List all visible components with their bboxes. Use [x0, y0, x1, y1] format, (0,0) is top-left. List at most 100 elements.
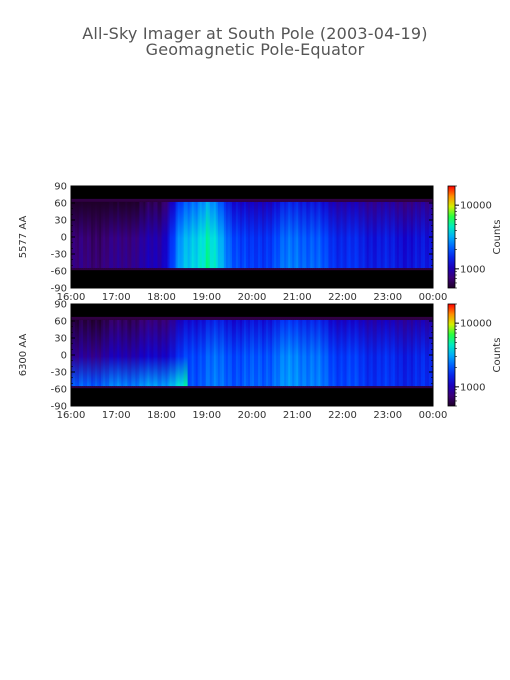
- heatmap-column: [199, 201, 203, 269]
- colorbar-tick-label: 10000: [460, 319, 492, 330]
- x-tick-label: 18:00: [147, 292, 176, 303]
- y-tick-label: 30: [54, 334, 67, 345]
- chart-title-block: All-Sky Imager at South Pole (2003-04-19…: [0, 26, 510, 58]
- heatmap-column: [101, 201, 104, 269]
- heatmap-column: [225, 201, 229, 269]
- heatmap-column: [352, 201, 356, 269]
- heatmap-column: [380, 319, 384, 387]
- heatmap-column: [274, 319, 277, 387]
- heatmap-column: [161, 201, 165, 269]
- heatmap-column: [286, 201, 289, 269]
- colorbar-tick-label: 1000: [460, 264, 485, 275]
- heatmap-column: [296, 319, 299, 387]
- heatmap-column: [79, 319, 82, 387]
- heatmap-column: [209, 201, 213, 269]
- heatmap-column: [388, 201, 392, 269]
- heatmap-column: [406, 201, 410, 269]
- heatmap-column: [73, 319, 76, 387]
- y-tick-label: 60: [54, 199, 67, 210]
- heatmap-column: [121, 201, 124, 269]
- heatmap-column: [328, 319, 332, 387]
- heatmap-column: [340, 319, 344, 387]
- heatmap-column: [189, 319, 193, 387]
- heatmap-column: [71, 319, 74, 387]
- heatmap-column: [137, 319, 140, 387]
- heatmap-column: [215, 201, 219, 269]
- heatmap-column: [121, 319, 124, 387]
- heatmap-column: [109, 319, 112, 387]
- heatmap-column: [350, 201, 354, 269]
- heatmap-column: [354, 201, 358, 269]
- heatmap-column: [356, 319, 360, 387]
- heatmap-column: [386, 201, 390, 269]
- heatmap-column: [203, 319, 207, 387]
- heatmap-column: [344, 201, 348, 269]
- heatmap-column: [426, 201, 430, 269]
- heatmap-column: [93, 319, 96, 387]
- heatmap-column: [231, 201, 235, 269]
- band-top-fringe: [71, 198, 433, 202]
- heatmap-column: [97, 201, 100, 269]
- heatmap-column: [81, 319, 84, 387]
- heatmap-column: [336, 201, 340, 269]
- heatmap-column: [302, 201, 305, 269]
- x-tick-label: 23:00: [373, 410, 402, 421]
- heatmap-column: [103, 201, 106, 269]
- heatmap-column: [270, 319, 273, 387]
- heatmap-column: [135, 201, 138, 269]
- heatmap-column: [320, 201, 323, 269]
- heatmap-column: [77, 201, 80, 269]
- heatmap-column: [79, 201, 82, 269]
- heatmap-column: [189, 201, 193, 269]
- heatmap-column: [151, 319, 155, 387]
- heatmap-column: [324, 319, 328, 387]
- y-tick-label: -90: [51, 402, 67, 413]
- heatmap-column: [424, 201, 428, 269]
- heatmap-column: [145, 201, 149, 269]
- heatmap-column: [272, 319, 275, 387]
- heatmap-column: [284, 201, 287, 269]
- heatmap-column: [284, 319, 287, 387]
- heatmap-column: [346, 201, 350, 269]
- heatmap-column: [394, 319, 398, 387]
- heatmap-column: [388, 319, 392, 387]
- heatmap-column: [199, 319, 203, 387]
- heatmap-column: [183, 319, 187, 387]
- heatmap-column: [370, 201, 374, 269]
- heatmap-column: [175, 201, 179, 269]
- heatmap-column: [77, 319, 80, 387]
- heatmap-column: [117, 319, 120, 387]
- heatmap-column: [370, 319, 374, 387]
- heatmap-column: [338, 319, 342, 387]
- heatmap-column: [374, 319, 378, 387]
- heatmap-column: [288, 319, 291, 387]
- heatmap-column: [282, 201, 285, 269]
- heatmap-column: [171, 201, 175, 269]
- heatmap-column: [358, 319, 362, 387]
- heatmap-column: [360, 201, 364, 269]
- heatmap-column: [334, 319, 338, 387]
- heatmap-column: [332, 319, 336, 387]
- heatmap-column: [262, 201, 265, 269]
- heatmap-column: [286, 319, 289, 387]
- heatmap-column: [125, 319, 128, 387]
- heatmap-column: [264, 319, 267, 387]
- heatmap-column: [422, 319, 426, 387]
- heatmap-column: [390, 319, 394, 387]
- heatmap-column: [227, 201, 231, 269]
- heatmap-column: [139, 319, 142, 387]
- heatmap-column: [302, 319, 305, 387]
- heatmap-column: [300, 319, 303, 387]
- heatmap-column: [290, 201, 293, 269]
- heatmap-column: [93, 201, 96, 269]
- heatmap-column: [408, 319, 412, 387]
- x-tick-label: 00:00: [419, 410, 448, 421]
- heatmap-column: [239, 319, 243, 387]
- heatmap-column: [402, 319, 406, 387]
- heatmap-column: [249, 201, 253, 269]
- heatmap-column: [83, 201, 86, 269]
- x-tick-label: 17:00: [102, 292, 131, 303]
- heatmap-column: [314, 319, 317, 387]
- heatmap-column: [229, 201, 233, 269]
- heatmap-column: [129, 201, 132, 269]
